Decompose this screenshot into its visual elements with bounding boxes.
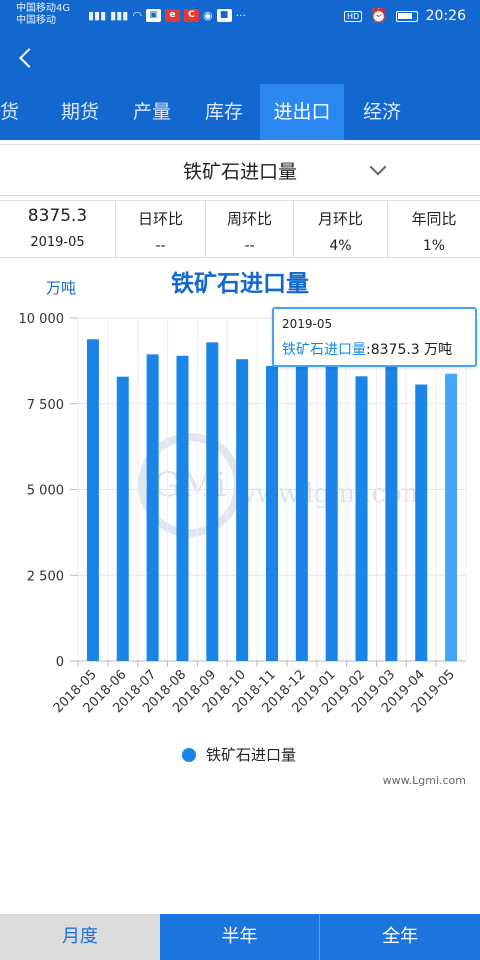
more-notifications-icon: ··· [235, 9, 247, 22]
chart-legend[interactable]: 铁矿石进口量 [182, 744, 296, 765]
status-time: 20:26 [425, 8, 466, 24]
chat-icon: ◉ [202, 9, 213, 22]
latest-value-cell: 8375.3 2019-05 [0, 201, 116, 257]
site-credit: www.Lgmi.com [382, 774, 466, 787]
bar [295, 362, 308, 661]
signal-icons: ▮▮▮ ▮▮▮ ◠ ▣ e C ◉ ■ ··· [88, 9, 246, 22]
bar [116, 376, 129, 661]
chart-unit-label: 万吨 [46, 279, 77, 297]
y-axis: 0 2 500 5 000 7 500 10 000 [19, 312, 78, 670]
tooltip-row: 铁矿石进口量:8375.3 万吨 [282, 339, 452, 359]
latest-date: 2019-05 [30, 235, 85, 250]
signal-icon-2: ▮▮▮ [110, 9, 129, 22]
tab-inventory[interactable]: 库存 [204, 101, 243, 123]
hd-icon: HD [344, 10, 363, 22]
tab-spot[interactable]: 货 [0, 101, 20, 123]
latest-value: 8375.3 [27, 206, 88, 226]
app-notification-icon-2: e [164, 9, 180, 22]
carrier-2: 中国移动 [16, 15, 56, 26]
chart-title: 铁矿石进口量 [171, 271, 309, 297]
period-halfyear-button[interactable]: 半年 [159, 914, 320, 960]
stat-label: 月环比 [317, 210, 363, 228]
stats-row: 8375.3 2019-05 日环比 -- 周环比 -- 月环比 4% 年同比 … [0, 200, 480, 258]
y-tick-label: 0 [56, 655, 64, 670]
stat-label: 年同比 [411, 210, 457, 228]
tab-import-export[interactable]: 进出口 [260, 84, 344, 140]
app-notification-icon: ▣ [145, 9, 161, 22]
x-axis: 2018-052018-062018-072018-082018-092018-… [51, 661, 458, 716]
stat-cell-yearly: 年同比 1% [388, 201, 480, 257]
legend-label: 铁矿石进口量 [206, 746, 297, 764]
bar [415, 384, 428, 661]
stat-label: 日环比 [137, 210, 183, 228]
carrier-1: 中国移动4G [16, 3, 71, 14]
app-notification-icon-4: ■ [216, 9, 232, 22]
stat-cell-daily: 日环比 -- [116, 201, 206, 257]
alarm-icon: ⏰ [370, 8, 388, 24]
y-tick-label: 7 500 [27, 398, 64, 413]
tooltip-value: :8375.3 万吨 [366, 342, 453, 358]
period-year-button[interactable]: 全年 [319, 914, 480, 960]
bar [325, 348, 338, 661]
bar [355, 376, 368, 661]
bar [146, 354, 159, 661]
tooltip-series: 铁矿石进口量 [282, 342, 366, 358]
chevron-down-icon [369, 158, 387, 176]
stat-value: 4% [329, 238, 352, 254]
legend-dot [182, 747, 196, 762]
stat-cell-monthly: 月环比 4% [294, 201, 388, 257]
bar [445, 373, 458, 661]
stat-label: 周环比 [226, 210, 272, 228]
status-bar: 中国移动4G 中国移动 ▮▮▮ ▮▮▮ ◠ ▣ e C ◉ ■ ··· HD ⏰… [0, 0, 480, 34]
indicator-selector-label: 铁矿石进口量 [182, 160, 297, 183]
battery-icon [395, 10, 418, 22]
tab-futures[interactable]: 期货 [60, 101, 99, 123]
y-tick-label: 10 000 [19, 312, 65, 327]
bar [385, 366, 398, 661]
wifi-icon: ◠ [132, 9, 142, 22]
tab-production[interactable]: 产量 [132, 101, 171, 123]
back-icon[interactable] [14, 44, 38, 72]
stat-cell-weekly: 周环比 -- [206, 201, 294, 257]
bar [176, 355, 189, 661]
app-bar [0, 34, 480, 84]
carrier-info: 中国移动4G 中国移动 [16, 3, 70, 27]
period-monthly-button[interactable]: 月度 [0, 914, 160, 960]
tooltip-date: 2019-05 [282, 317, 333, 331]
period-bar: 月度 半年 全年 [0, 914, 480, 960]
tab-economy[interactable]: 经济 [362, 101, 401, 123]
y-tick-label: 2 500 [27, 569, 64, 584]
bar [86, 339, 99, 661]
bar [236, 359, 249, 661]
stat-value: -- [155, 238, 166, 254]
stat-value: 1% [422, 238, 446, 254]
bar [206, 342, 219, 661]
signal-icon: ▮▮▮ [88, 9, 107, 22]
bar [266, 366, 278, 661]
category-tabs: 货 期货 产量 库存 进出口 经济 [0, 84, 480, 140]
chart-tooltip: 2019-05 铁矿石进口量:8375.3 万吨 [272, 307, 477, 367]
indicator-selector[interactable]: 铁矿石进口量 [0, 144, 480, 196]
app-notification-icon-3: C [183, 9, 199, 22]
stat-value: -- [244, 238, 255, 254]
bars [86, 339, 458, 661]
status-right: HD ⏰ 20:26 [344, 8, 466, 24]
y-tick-label: 5 000 [27, 484, 64, 499]
